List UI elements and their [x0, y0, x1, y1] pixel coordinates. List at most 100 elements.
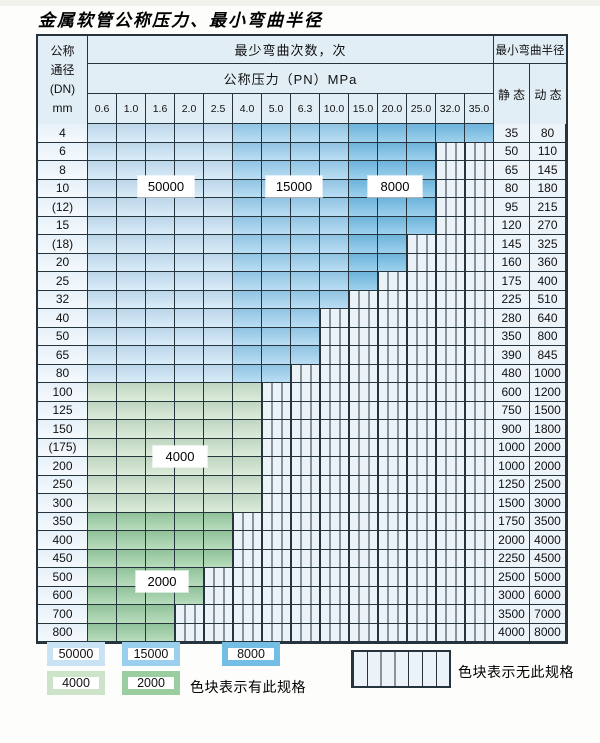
spec-cell — [291, 253, 320, 272]
no-spec-cell — [436, 216, 465, 235]
spec-cell — [407, 124, 436, 143]
pressure-tick: 4.0 — [233, 94, 262, 124]
no-spec-cell — [378, 605, 407, 624]
spec-cell — [291, 235, 320, 254]
spec-cell — [175, 364, 204, 383]
cycles-label-15000: 15000 — [266, 176, 322, 197]
no-spec-cell — [436, 142, 465, 161]
spec-cell — [117, 512, 146, 531]
spec-cell — [349, 253, 378, 272]
dynamic-cell: 800 — [530, 327, 566, 346]
spec-cell — [146, 605, 175, 624]
spec-cell — [146, 401, 175, 420]
spec-cell — [146, 531, 175, 550]
spec-cell — [320, 179, 349, 198]
spec-cell — [117, 161, 146, 180]
no-spec-cell — [436, 623, 465, 642]
spec-cell — [233, 161, 262, 180]
spec-cell — [117, 327, 146, 346]
static-cell: 600 — [494, 383, 530, 402]
spec-cell — [146, 549, 175, 568]
no-spec-cell — [407, 586, 436, 605]
no-spec-cell — [320, 623, 349, 642]
dn-cell: 32 — [38, 290, 88, 309]
no-spec-cell — [349, 346, 378, 365]
no-spec-cell — [262, 586, 291, 605]
legend-no-spec-swatch — [351, 650, 451, 688]
spec-cell — [204, 401, 233, 420]
no-spec-cell — [465, 179, 494, 198]
no-spec-cell — [436, 364, 465, 383]
no-spec-cell — [320, 364, 349, 383]
no-spec-cell — [349, 364, 378, 383]
legend-swatch-50000: 50000 — [47, 642, 105, 666]
pressure-tick: 15.0 — [349, 94, 378, 124]
spec-cell — [320, 216, 349, 235]
dynamic-cell: 80 — [530, 124, 566, 143]
static-cell: 4000 — [494, 623, 530, 642]
no-spec-cell — [349, 549, 378, 568]
spec-cell — [291, 124, 320, 143]
dn-cell: 8 — [38, 161, 88, 180]
spec-cell — [175, 549, 204, 568]
no-spec-cell — [320, 420, 349, 439]
spec-cell — [146, 364, 175, 383]
spec-cell — [465, 124, 494, 143]
page-title: 金属软管公称压力、最小弯曲半径 — [38, 11, 323, 30]
spec-cell — [204, 549, 233, 568]
spec-cell — [233, 142, 262, 161]
spec-cell — [262, 198, 291, 217]
static-cell: 1750 — [494, 512, 530, 531]
pressure-tick: 20.0 — [378, 94, 407, 124]
pressure-tick: 2.0 — [175, 94, 204, 124]
no-spec-cell — [262, 568, 291, 587]
spec-table: 公称 通径 (DN) mm 最少弯曲次数，次 最小弯曲半径 公称压力（PN）MP… — [36, 34, 568, 644]
pressure-tick: 2.5 — [204, 94, 233, 124]
no-spec-cell — [465, 457, 494, 476]
no-spec-cell — [204, 605, 233, 624]
cycles-label-4000: 4000 — [153, 446, 207, 467]
spec-cell — [88, 568, 117, 587]
spec-cell — [146, 383, 175, 402]
dn-cell: 100 — [38, 383, 88, 402]
spec-cell — [262, 216, 291, 235]
no-spec-cell — [320, 475, 349, 494]
spec-cell — [262, 142, 291, 161]
no-spec-cell — [436, 549, 465, 568]
dynamic-cell: 270 — [530, 216, 566, 235]
no-spec-cell — [378, 457, 407, 476]
no-spec-cell — [407, 494, 436, 513]
no-spec-cell — [407, 290, 436, 309]
no-spec-cell — [465, 494, 494, 513]
no-spec-cell — [465, 420, 494, 439]
no-spec-cell — [407, 568, 436, 587]
spec-cell — [204, 346, 233, 365]
spec-cell — [349, 161, 378, 180]
spec-cell — [117, 605, 146, 624]
dn-cell: 500 — [38, 568, 88, 587]
spec-cell — [175, 383, 204, 402]
dn-cell: 65 — [38, 346, 88, 365]
spec-cell — [233, 290, 262, 309]
no-spec-cell — [175, 623, 204, 642]
no-spec-cell — [320, 327, 349, 346]
spec-cell — [175, 401, 204, 420]
spec-cell — [88, 272, 117, 291]
dynamic-cell: 400 — [530, 272, 566, 291]
spec-cell — [175, 346, 204, 365]
no-spec-cell — [436, 235, 465, 254]
no-spec-cell — [320, 549, 349, 568]
spec-cell — [88, 216, 117, 235]
dynamic-cell: 3500 — [530, 512, 566, 531]
spec-cell — [175, 420, 204, 439]
spec-cell — [175, 161, 204, 180]
spec-cell — [88, 383, 117, 402]
no-spec-cell — [465, 161, 494, 180]
dynamic-cell: 180 — [530, 179, 566, 198]
no-spec-cell — [349, 531, 378, 550]
spec-cell — [117, 494, 146, 513]
spec-cell — [204, 383, 233, 402]
dynamic-cell: 1200 — [530, 383, 566, 402]
no-spec-cell — [465, 290, 494, 309]
spec-cell — [204, 161, 233, 180]
